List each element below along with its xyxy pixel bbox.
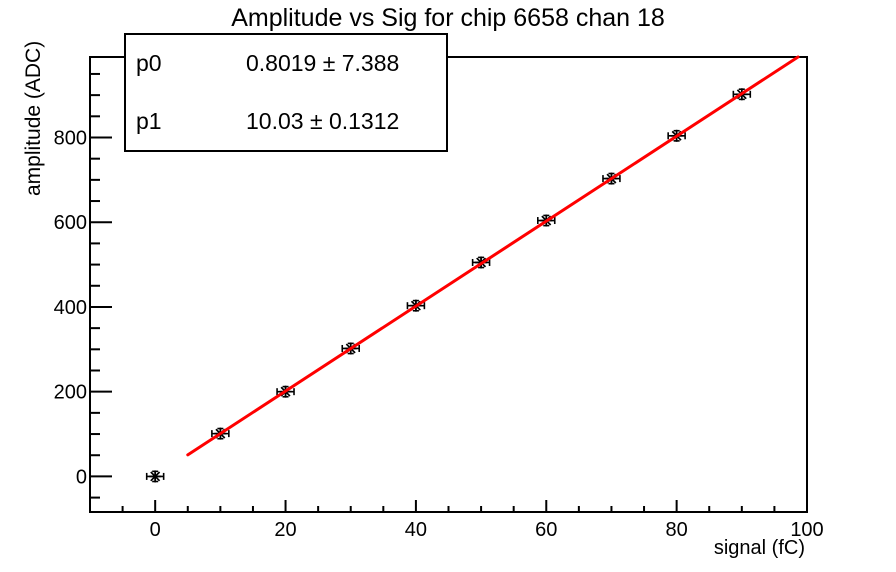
- y-tick-label: 0: [76, 466, 87, 488]
- y-tick-label: 800: [54, 127, 87, 149]
- stat-row-p0: p0 0.8019 ± 7.388: [126, 35, 446, 93]
- y-axis-title: amplitude (ADC): [22, 40, 45, 196]
- x-tick-label: 20: [274, 519, 296, 541]
- x-tick-label: 100: [790, 519, 823, 541]
- fit-line: [186, 55, 800, 457]
- fit-stats-box: p0 0.8019 ± 7.388 p1 10.03 ± 0.1312: [124, 33, 448, 152]
- y-tick-label: 200: [54, 382, 87, 404]
- param-value-p0: 0.8019 ± 7.388: [246, 50, 400, 77]
- x-axis-title: signal (fC): [713, 537, 805, 559]
- stat-row-p1: p1 10.03 ± 0.1312: [126, 93, 446, 151]
- param-name-p1: p1: [136, 107, 162, 134]
- y-tick-label: 400: [54, 297, 87, 319]
- y-tick-label: 600: [54, 212, 87, 234]
- chart-title: Amplitude vs Sig for chip 6658 chan 18: [231, 4, 665, 32]
- data-point-marker: [150, 471, 161, 482]
- x-tick-label: 60: [535, 519, 557, 541]
- param-name-p0: p0: [136, 50, 162, 77]
- x-tick-label: 80: [666, 519, 688, 541]
- param-value-p1: 10.03 ± 0.1312: [246, 107, 400, 134]
- x-tick-label: 0: [150, 519, 161, 541]
- x-tick-label: 40: [405, 519, 427, 541]
